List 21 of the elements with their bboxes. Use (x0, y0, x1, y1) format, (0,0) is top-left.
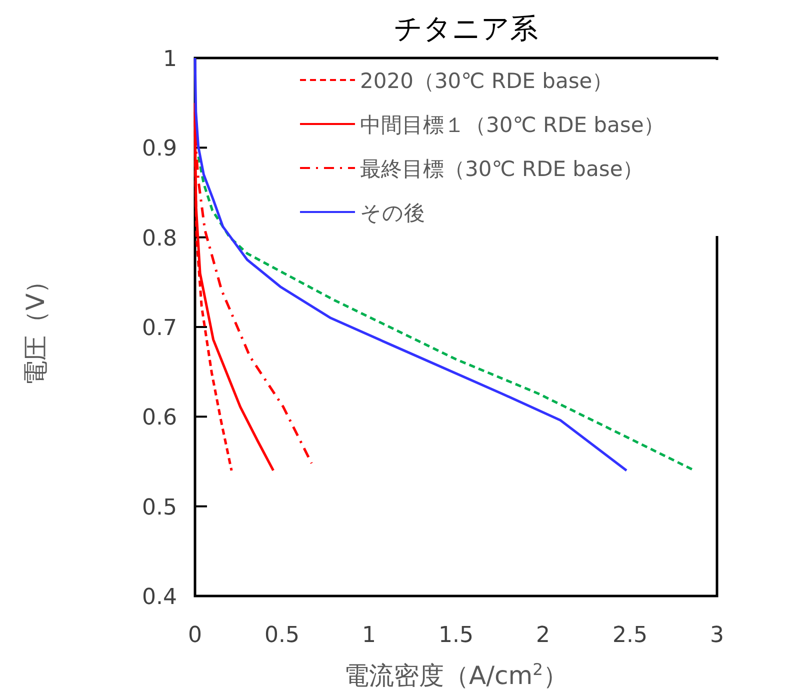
y-tick-label: 0.8 (142, 226, 177, 252)
y-tick-label: 0.5 (142, 495, 177, 520)
legend-label: 2020（30℃ RDE base） (360, 69, 614, 93)
chart-title: チタニア系 (394, 12, 538, 45)
y-tick-label: 1 (163, 47, 177, 72)
legend-label: 最終目標（30℃ RDE base） (360, 157, 644, 181)
legend-label: 中間目標１（30℃ RDE base） (360, 113, 665, 137)
x-tick-label: 0 (188, 623, 202, 648)
legend-label: その後 (360, 201, 425, 225)
y-tick-label: 0.4 (142, 585, 177, 610)
y-tick-label: 0.7 (142, 316, 177, 341)
x-tick-label: 1.5 (438, 623, 474, 648)
y-axis-title: 電圧（V） (21, 268, 50, 386)
x-axis-title: 電流密度（A/cm$^{2}$） (344, 660, 568, 690)
y-tick-label: 0.9 (142, 136, 177, 162)
y-tick-label: 0.6 (142, 406, 177, 431)
x-tick-label: 2 (536, 623, 550, 648)
x-tick-label: 0.5 (264, 623, 300, 648)
x-tick-label: 3 (710, 623, 724, 648)
x-tick-label: 1 (362, 623, 376, 648)
x-tick-label: 2.5 (612, 623, 648, 648)
